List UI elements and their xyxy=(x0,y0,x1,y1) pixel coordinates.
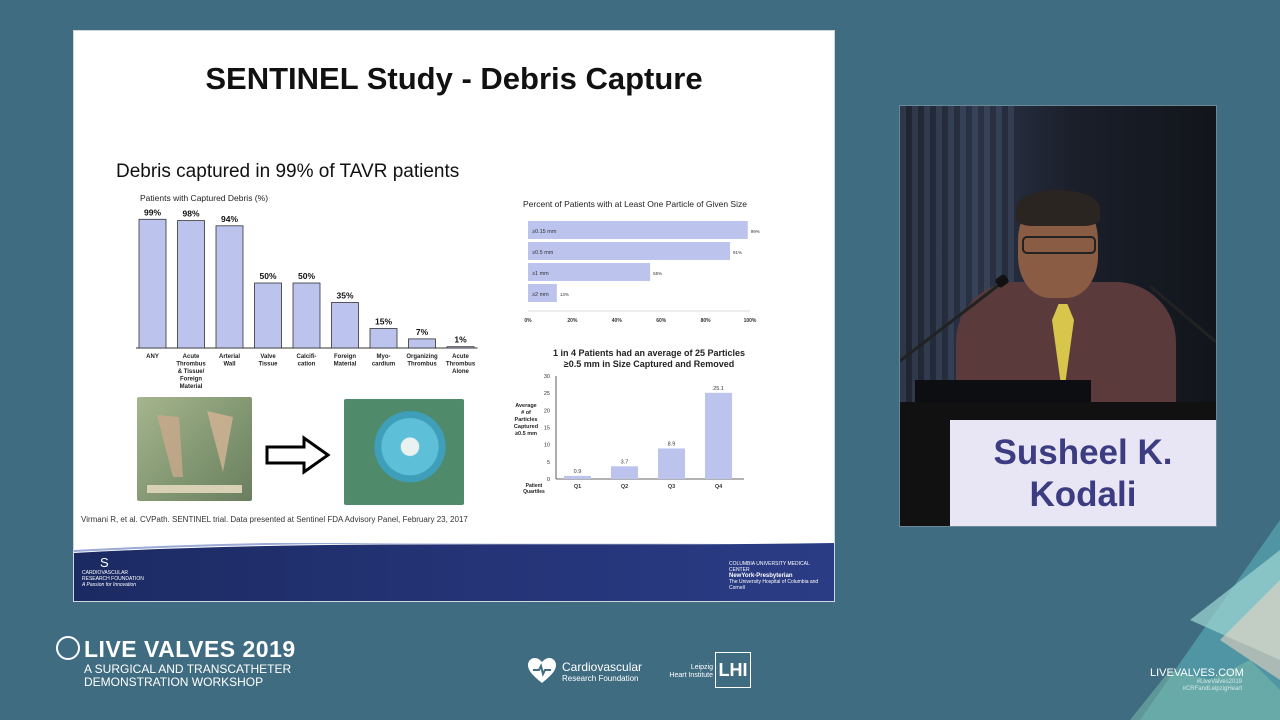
chart2-data-label: 99% xyxy=(751,229,760,234)
corner-decoration xyxy=(1130,520,1280,720)
chart1-bar xyxy=(292,282,321,349)
chart3-bar xyxy=(705,392,732,479)
live-valves-icon xyxy=(56,636,80,660)
slide-title: SENTINEL Study - Debris Capture xyxy=(205,61,703,96)
chart2-data-label: 55% xyxy=(653,271,662,276)
chart3-category-label: Q1 xyxy=(574,484,581,490)
particle-size-chart: ≥0.15 mm 99% ≥0.5 mm 91% ≥1 mm 55% ≥2 mm 13% 0% 2… xyxy=(524,221,760,324)
chart2-category-label: ≥1 mm xyxy=(532,271,549,277)
chart1-category-label: Foreign Material xyxy=(334,354,357,368)
chart1-bar xyxy=(408,338,436,349)
presentation-slide: SENTINEL Study - Debris Capture Debris c… xyxy=(74,31,834,601)
speaker-name: Susheel K. Kodali xyxy=(993,433,1173,514)
chart3-data-label: 8.9 xyxy=(668,441,676,447)
filter-debris-photo xyxy=(137,397,252,501)
chart2-data-label: 91% xyxy=(733,250,742,255)
chart1-category-label: Acute Thrombus Alone xyxy=(446,354,476,375)
slide-footer-band xyxy=(74,543,834,601)
chart2-tick-label: 20% xyxy=(567,318,578,324)
chart1-data-label: 50% xyxy=(298,271,315,281)
chart1-category-label: Valve Tissue xyxy=(259,354,279,368)
chart3-bar xyxy=(564,475,591,479)
chart2-tick-label: 40% xyxy=(612,318,623,324)
crf-heart-icon xyxy=(528,658,556,683)
chart1-category-label: Arterial Wall xyxy=(219,354,240,368)
chart1-data-label: 99% xyxy=(144,207,161,217)
chart3-tick-label: 30 xyxy=(544,374,550,380)
chart1-category-label: Acute Thrombus & Tissue/Foreign Material xyxy=(176,354,206,390)
chart1-data-label: 7% xyxy=(416,327,429,337)
chart1-data-label: 98% xyxy=(182,209,199,219)
debris-bar-chart: 99% ANY 98% Acute Thrombus & Tissue/Foreign Ma… xyxy=(136,207,478,390)
slide-subtitle: Debris captured in 99% of TAVR patients xyxy=(116,161,460,182)
chart3-tick-label: 25 xyxy=(544,391,550,397)
chart1-data-label: 35% xyxy=(336,291,353,301)
chart1-data-label: 1% xyxy=(454,335,467,345)
chart2-category-label: ≥0.15 mm xyxy=(532,229,557,235)
live-valves-logo: LIVE VALVES 2019 A SURGICAL AND TRANSCAT… xyxy=(56,636,296,689)
lhi-logo-text: Leipzig Heart Institute xyxy=(669,664,713,679)
chart1-bar xyxy=(215,225,244,349)
chart2-tick-label: 100% xyxy=(744,318,757,324)
chart2-bar xyxy=(528,284,557,302)
lhi-logo-mark: LHI xyxy=(715,652,751,688)
chart1-data-label: 15% xyxy=(375,317,392,327)
slide-citation: Virmani R, et al. CVPath. SENTINEL trial… xyxy=(81,515,468,524)
chart2-category-label: ≥0.5 mm xyxy=(532,250,554,256)
chart1-bar xyxy=(138,218,167,349)
columbia-nyp-logo: COLUMBIA UNIVERSITY MEDICAL CENTER NewYo… xyxy=(729,561,819,591)
chart2-tick-label: 60% xyxy=(656,318,667,324)
chart2-bar xyxy=(528,263,651,281)
chart3-tick-label: 0 xyxy=(547,477,550,483)
chart3-category-label: Q3 xyxy=(668,484,675,490)
chart3-x-label: Patient Quartiles xyxy=(523,483,545,495)
chart3-data-label: 3.7 xyxy=(621,459,629,465)
chart2-data-label: 13% xyxy=(560,292,569,297)
chart2-bar xyxy=(528,242,731,260)
microphone-icon xyxy=(900,274,1216,363)
glasses-icon xyxy=(1022,236,1096,254)
speaker-video: Susheel K. Kodali xyxy=(899,105,1217,527)
chart3-category-label: Q4 xyxy=(715,484,723,490)
chart1-title: Patients with Captured Debris (%) xyxy=(140,193,269,203)
chart2-bar xyxy=(528,221,748,239)
chart2-category-label: ≥2 mm xyxy=(532,292,549,298)
chart1-data-label: 50% xyxy=(259,271,276,281)
filter-device-photo xyxy=(344,399,464,505)
chart3-tick-label: 5 xyxy=(547,460,550,466)
chart2-tick-label: 80% xyxy=(701,318,712,324)
chart3-y-label: Average # of Particles Captured ≥0.5 mm xyxy=(514,403,538,437)
crf-swoosh-icon: S xyxy=(100,555,109,570)
chart3-category-label: Q2 xyxy=(621,484,628,490)
chart1-category-label: Myo-cardium xyxy=(372,354,395,368)
quartile-chart: 0 5 10 15 20 25 30 Average # of Particles Captured… xyxy=(514,374,744,495)
chart3-data-label: 25.1 xyxy=(713,386,724,392)
chart3-title: 1 in 4 Patients had an average of 25 Par… xyxy=(552,348,746,369)
chart3-tick-label: 20 xyxy=(544,408,550,414)
chart3-tick-label: 15 xyxy=(544,426,550,432)
chart3-tick-label: 10 xyxy=(544,443,550,449)
chart1-bar xyxy=(331,302,359,349)
chart2-title: Percent of Patients with at Least One Pa… xyxy=(523,199,747,209)
right-arrow-icon xyxy=(265,435,331,475)
chart2-tick-label: 0% xyxy=(524,318,532,324)
chart1-data-label: 94% xyxy=(221,214,238,224)
chart1-bar xyxy=(254,282,282,349)
crf-logo-text: Cardiovascular Research Foundation xyxy=(562,660,643,683)
chart1-category-label: Organizing Thrombus xyxy=(406,354,438,368)
chart1-bar xyxy=(369,328,398,349)
chart1-bar xyxy=(446,346,475,349)
crf-slide-logo: S CARDIOVASCULAR RESEARCH FOUNDATION A P… xyxy=(82,555,152,589)
event-website: LIVEVALVES.COM #LiveValves2019 #CRFandLe… xyxy=(1150,667,1244,693)
chart1-category-label: ANY xyxy=(146,354,159,360)
chart3-data-label: 0.9 xyxy=(574,469,582,475)
chart1-bar xyxy=(177,220,205,349)
chart3-bar xyxy=(611,466,638,479)
chart3-bar xyxy=(658,448,685,479)
chart1-category-label: Calcifi-cation xyxy=(296,354,316,368)
